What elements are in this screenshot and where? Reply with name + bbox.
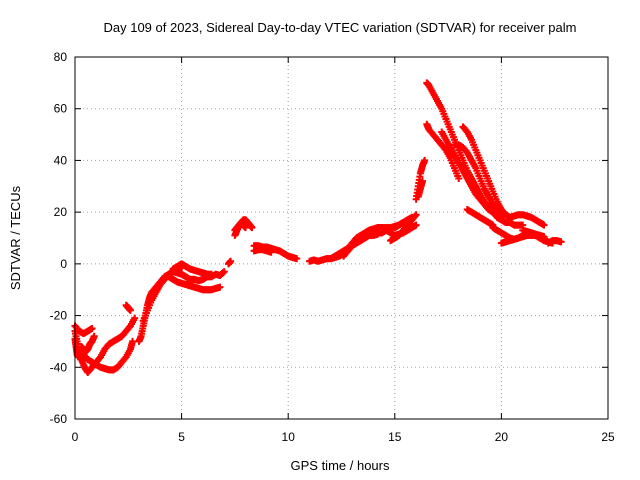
data-point [497, 213, 505, 221]
series-s15 [250, 246, 275, 256]
data-point [540, 221, 548, 229]
series-s25 [450, 141, 505, 221]
series-s26 [459, 123, 548, 229]
y-tick-label: 80 [54, 50, 68, 64]
series-s13 [231, 220, 250, 234]
x-axis-label: GPS time / hours [291, 458, 390, 473]
data-point [412, 221, 420, 229]
data-point [421, 156, 429, 164]
data-point [411, 212, 419, 220]
data-point [126, 306, 134, 314]
data-point [293, 255, 301, 263]
data-point [129, 337, 137, 345]
y-tick-label: 40 [54, 153, 68, 167]
data-point [267, 248, 275, 256]
data-point [404, 216, 412, 224]
series-s22 [423, 79, 527, 229]
data-point [216, 283, 224, 291]
x-tick-label: 20 [495, 430, 509, 444]
data-point [88, 325, 96, 332]
data-point [242, 224, 250, 232]
series-s21 [414, 177, 427, 201]
data-point [540, 233, 548, 241]
series-s23 [423, 120, 463, 183]
series-s24 [438, 128, 501, 219]
series-s11 [225, 257, 235, 268]
y-tick-label: -60 [50, 412, 68, 426]
data-point [248, 224, 256, 232]
series-s31 [544, 237, 565, 247]
series-s4 [77, 332, 98, 356]
series-s6 [122, 301, 134, 314]
y-tick-label: 60 [54, 102, 68, 116]
axis-ticks: 0 5 10 15 20 25 -60 -40 -20 0 20 40 60 80 [50, 50, 615, 444]
x-tick-label: 25 [601, 430, 615, 444]
y-axis-label: SDTVAR / TECUs [8, 185, 23, 290]
series-s30 [519, 226, 548, 241]
data-points [71, 79, 565, 376]
series-s33 [391, 216, 412, 232]
y-tick-label: 20 [54, 205, 68, 219]
data-point [382, 226, 390, 234]
x-tick-label: 10 [282, 430, 296, 444]
data-point [207, 270, 215, 278]
data-point [557, 238, 565, 246]
data-point [220, 268, 228, 276]
data-point [74, 353, 82, 361]
data-point [419, 177, 427, 185]
x-tick-label: 5 [178, 430, 185, 444]
data-point [455, 175, 463, 183]
data-point [131, 314, 139, 322]
x-tick-label: 0 [72, 430, 79, 444]
series-s19 [387, 211, 420, 245]
plot-frame [74, 56, 609, 420]
chart-title: Day 109 of 2023, Sidereal Day-to-day VTE… [103, 20, 576, 35]
series-s32 [374, 226, 390, 237]
x-tick-label: 15 [388, 430, 402, 444]
data-point [496, 212, 504, 220]
series-s9 [165, 273, 224, 294]
y-tick-label: -40 [50, 360, 68, 374]
data-point [412, 211, 420, 219]
data-point [90, 332, 98, 340]
y-tick-label: -20 [50, 309, 68, 323]
data-point [227, 257, 235, 265]
y-tick-label: 0 [60, 257, 67, 271]
series-s10 [169, 260, 215, 278]
series-s3 [71, 335, 82, 361]
